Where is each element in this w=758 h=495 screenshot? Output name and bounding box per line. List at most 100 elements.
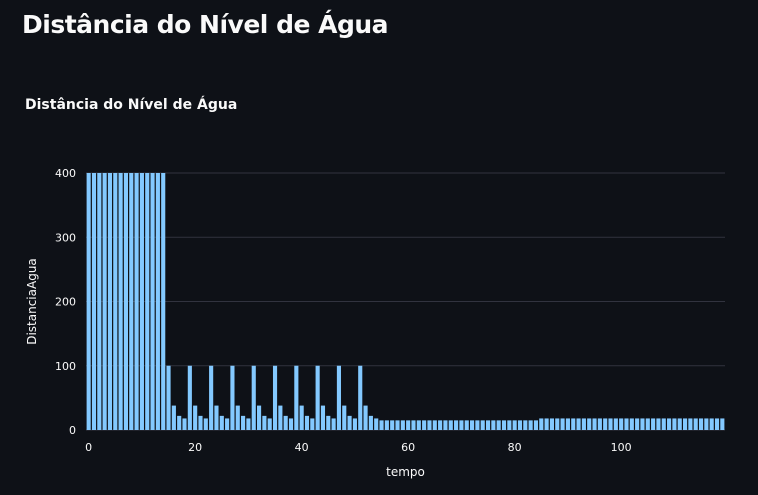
bar[interactable] — [613, 418, 618, 430]
bar[interactable] — [363, 405, 368, 430]
bar[interactable] — [587, 418, 592, 430]
bar[interactable] — [709, 418, 714, 430]
bar[interactable] — [171, 405, 176, 430]
bar[interactable] — [576, 418, 581, 430]
bar[interactable] — [464, 420, 469, 430]
bar[interactable] — [267, 418, 272, 430]
bar[interactable] — [523, 420, 528, 430]
bar[interactable] — [672, 418, 677, 430]
bar[interactable] — [331, 418, 336, 430]
bar[interactable] — [150, 173, 155, 430]
bar[interactable] — [219, 415, 224, 430]
bar[interactable] — [272, 365, 278, 430]
bar[interactable] — [406, 420, 411, 430]
bar[interactable] — [384, 420, 389, 430]
bar[interactable] — [113, 173, 118, 430]
bar[interactable] — [496, 420, 501, 430]
bar[interactable] — [512, 420, 517, 430]
bar[interactable] — [448, 420, 453, 430]
bar[interactable] — [203, 418, 208, 430]
bar[interactable] — [214, 405, 219, 430]
bar[interactable] — [177, 415, 182, 430]
bar[interactable] — [533, 420, 539, 430]
bar[interactable] — [315, 365, 320, 430]
bar[interactable] — [246, 418, 251, 430]
bar[interactable] — [571, 418, 576, 430]
bar[interactable] — [390, 420, 395, 430]
bar[interactable] — [161, 173, 166, 430]
bar[interactable] — [134, 173, 139, 430]
bar[interactable] — [443, 420, 448, 430]
bar[interactable] — [565, 418, 570, 430]
bar[interactable] — [411, 420, 416, 430]
bar[interactable] — [560, 418, 565, 430]
bar[interactable] — [283, 415, 288, 430]
bar[interactable] — [262, 415, 267, 430]
bar[interactable] — [688, 418, 693, 430]
bar[interactable] — [102, 173, 107, 430]
bar[interactable] — [416, 420, 421, 430]
bar[interactable] — [86, 173, 91, 430]
bar[interactable] — [251, 365, 256, 430]
bar[interactable] — [342, 405, 347, 430]
bar[interactable] — [91, 173, 97, 430]
bar[interactable] — [645, 418, 650, 430]
bar[interactable] — [635, 418, 640, 430]
bar[interactable] — [129, 173, 134, 430]
bar[interactable] — [145, 173, 150, 430]
bar[interactable] — [107, 173, 113, 430]
bar[interactable] — [155, 173, 160, 430]
bar[interactable] — [549, 418, 554, 430]
bar[interactable] — [241, 415, 246, 430]
bar[interactable] — [352, 418, 357, 430]
bar[interactable] — [139, 173, 144, 430]
bar[interactable] — [555, 418, 560, 430]
bar[interactable] — [294, 365, 299, 430]
bar[interactable] — [480, 420, 485, 430]
bar[interactable] — [698, 418, 704, 430]
bar[interactable] — [166, 365, 171, 430]
bar[interactable] — [667, 418, 672, 430]
bar[interactable] — [539, 418, 544, 430]
bar[interactable] — [422, 420, 427, 430]
bar[interactable] — [336, 365, 341, 430]
bar[interactable] — [432, 420, 437, 430]
bar[interactable] — [118, 173, 123, 430]
bar[interactable] — [624, 418, 629, 430]
bar[interactable] — [310, 418, 315, 430]
bar[interactable] — [182, 418, 187, 430]
bar[interactable] — [230, 365, 235, 430]
bar[interactable] — [235, 405, 240, 430]
bar[interactable] — [459, 420, 464, 430]
bar[interactable] — [491, 420, 496, 430]
bar[interactable] — [379, 420, 384, 430]
bar[interactable] — [347, 415, 352, 430]
bar[interactable] — [629, 418, 634, 430]
bar[interactable] — [187, 365, 192, 430]
bar[interactable] — [619, 418, 624, 430]
bar[interactable] — [501, 420, 507, 430]
bar[interactable] — [288, 418, 294, 430]
bar[interactable] — [209, 365, 214, 430]
bar[interactable] — [320, 405, 326, 430]
bar[interactable] — [720, 418, 725, 430]
bar[interactable] — [507, 420, 512, 430]
bar[interactable] — [661, 418, 666, 430]
bar[interactable] — [123, 173, 128, 430]
bar[interactable] — [714, 418, 720, 430]
bar[interactable] — [198, 415, 203, 430]
bar[interactable] — [485, 420, 491, 430]
bar[interactable] — [193, 405, 198, 430]
bar[interactable] — [454, 420, 459, 430]
bar[interactable] — [257, 405, 262, 430]
bar[interactable] — [427, 420, 432, 430]
bar-chart[interactable]: Distância do Nível de Água 0100200300400… — [0, 80, 758, 491]
bar[interactable] — [299, 405, 304, 430]
bar[interactable] — [581, 418, 586, 430]
bar[interactable] — [704, 418, 709, 430]
bar[interactable] — [683, 418, 688, 430]
bar[interactable] — [693, 418, 698, 430]
bar[interactable] — [97, 173, 102, 430]
bar[interactable] — [592, 418, 597, 430]
bar[interactable] — [438, 420, 443, 430]
